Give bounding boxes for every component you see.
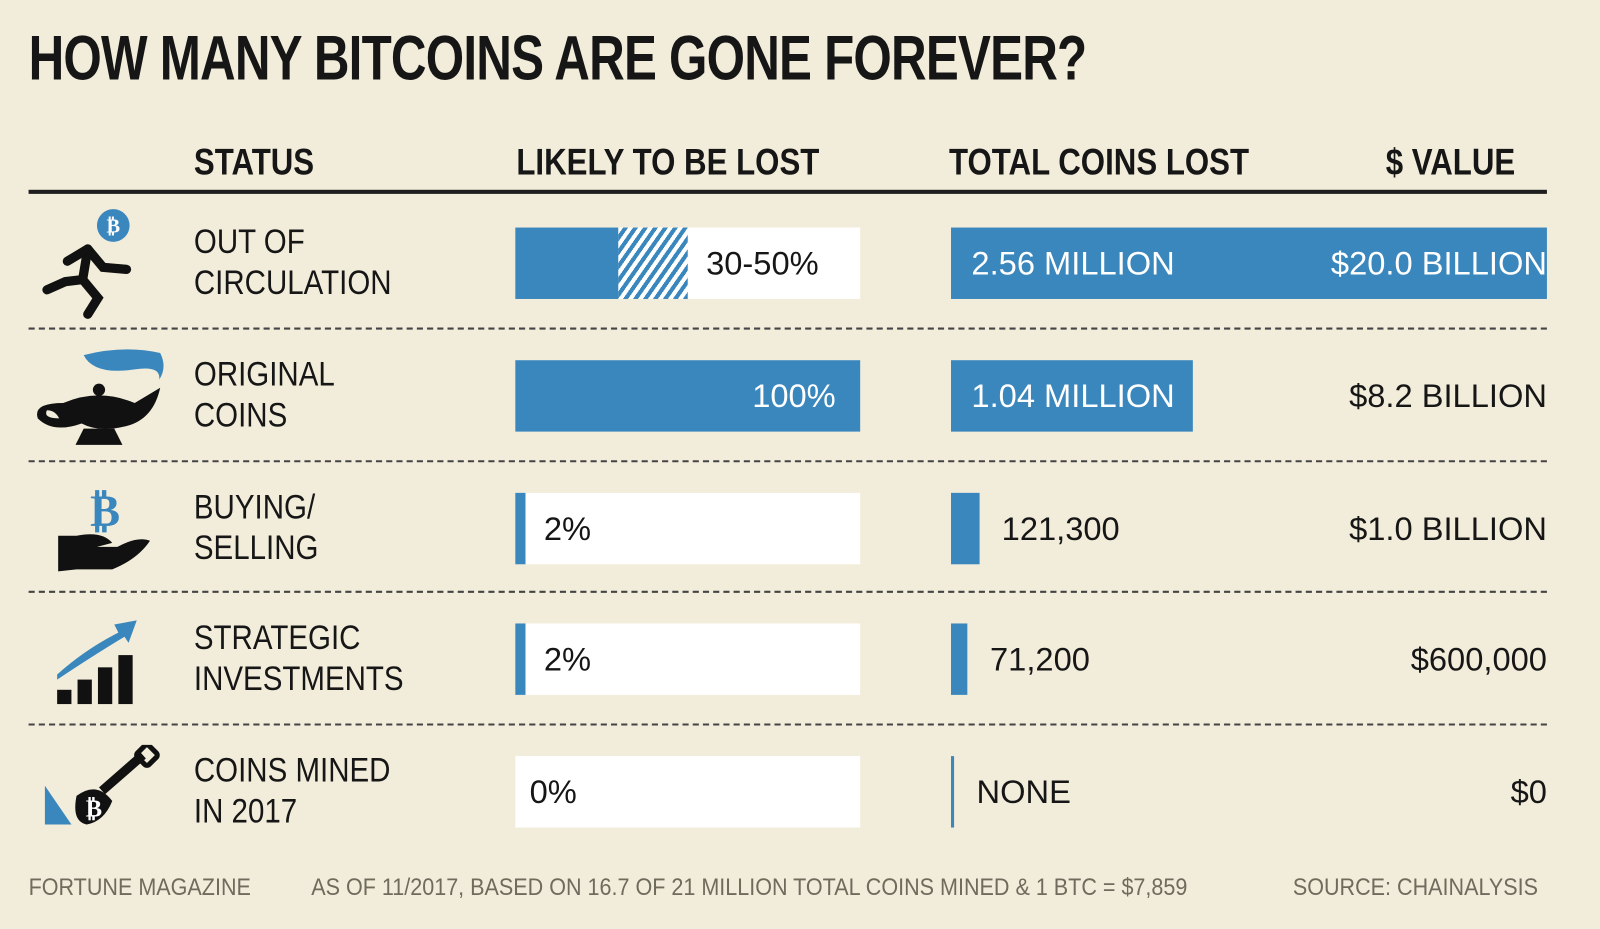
likely-bar-fill: [515, 360, 861, 432]
footer-note: AS OF 11/2017, BASED ON 16.7 OF 21 MILLI…: [311, 873, 1188, 902]
status-line: CIRCULATION: [193, 263, 392, 303]
coins-label: 1.04 MILLION: [971, 377, 1175, 415]
status-line: OUT OF: [193, 222, 305, 262]
likely-bar-fill: [515, 492, 526, 565]
running-man-bitcoin-icon: ₿: [42, 209, 132, 319]
header-value: $ VALUE: [1385, 140, 1516, 183]
coins-label: 121,300: [1001, 510, 1120, 547]
status-label: COINS MINED IN 2017: [194, 750, 391, 832]
header-likely: LIKELY TO BE LOST: [516, 140, 820, 183]
likely-label: 2%: [543, 640, 592, 678]
status-line: SELLING: [193, 528, 319, 568]
shovel-bitcoin-icon: ₿: [44, 744, 160, 825]
status-label: OUT OF CIRCULATION: [194, 221, 392, 303]
likely-label: 0%: [529, 773, 577, 811]
likely-bar: 2%: [515, 492, 861, 565]
header-rule: [28, 189, 1547, 194]
coins-bar: [951, 623, 968, 695]
likely-label: 100%: [752, 377, 836, 415]
hand-bitcoin-icon: ₿: [58, 484, 150, 572]
row-divider: [28, 460, 1547, 463]
growth-chart-icon: [57, 620, 137, 705]
value-label: $8.2 BILLION: [1349, 377, 1547, 415]
status-line: ORIGINAL: [193, 355, 335, 394]
status-line: STRATEGIC: [193, 618, 361, 658]
value-label: $0: [1510, 773, 1547, 811]
row-divider: [28, 590, 1547, 593]
header-status: STATUS: [193, 140, 315, 183]
footer-source: SOURCE: CHAINALYSIS: [1292, 873, 1538, 902]
status-line: COINS: [193, 395, 288, 435]
row-divider: [28, 723, 1547, 726]
likely-bar: 0%: [515, 756, 861, 828]
status-label: ORIGINAL COINS: [194, 354, 335, 436]
coins-label: NONE: [976, 773, 1071, 811]
coins-bar: [951, 360, 1194, 432]
status-line: IN 2017: [193, 791, 298, 831]
row-divider: [28, 327, 1547, 330]
footer-publisher: FORTUNE MAGAZINE: [28, 873, 251, 902]
value-label: $20.0 BILLION: [1330, 244, 1547, 282]
status-line: BUYING/: [193, 487, 316, 527]
svg-text:₿: ₿: [90, 484, 120, 537]
likely-bar-fill: [515, 227, 619, 299]
coins-label: 71,200: [990, 640, 1090, 678]
status-line: INVESTMENTS: [193, 659, 404, 698]
likely-bar: 100%: [515, 360, 861, 432]
coins-bar: [951, 492, 980, 565]
header-total: TOTAL COINS LOST: [948, 140, 1250, 183]
coins-bar: [951, 227, 1547, 299]
genie-lamp-icon: [37, 349, 164, 445]
likely-bar-range: [618, 227, 688, 299]
coins-bar: [951, 756, 955, 828]
page-title: HOW MANY BITCOINS ARE GONE FOREVER?: [28, 23, 1088, 94]
coins-label: 2.56 MILLION: [971, 244, 1175, 282]
status-line: COINS MINED: [193, 751, 391, 790]
status-label: STRATEGIC INVESTMENTS: [194, 617, 404, 699]
value-label: $600,000: [1410, 640, 1547, 678]
svg-text:₿: ₿: [106, 214, 120, 238]
likely-label: 2%: [543, 510, 592, 547]
status-label: BUYING/SELLING: [194, 487, 319, 569]
likely-bar-fill: [515, 623, 526, 695]
value-label: $1.0 BILLION: [1349, 510, 1547, 547]
likely-label: 30-50%: [706, 244, 819, 282]
likely-bar: 2%: [515, 623, 861, 695]
svg-text:₿: ₿: [86, 793, 102, 822]
likely-bar: 30-50%: [515, 227, 861, 299]
